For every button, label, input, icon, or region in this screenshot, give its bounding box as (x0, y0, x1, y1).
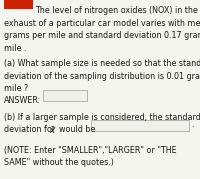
Text: mile ?: mile ? (4, 84, 28, 93)
Text: mile .: mile . (4, 44, 26, 53)
Text: $\bar{x}$: $\bar{x}$ (49, 125, 56, 136)
Text: (a) What sample size is needed so that the standard: (a) What sample size is needed so that t… (4, 59, 200, 68)
Text: SAME" without the quotes.): SAME" without the quotes.) (4, 158, 114, 167)
Text: .: . (191, 120, 194, 129)
Text: The level of nitrogen oxides (NOX) in the: The level of nitrogen oxides (NOX) in th… (35, 6, 198, 15)
Text: would be: would be (59, 125, 96, 134)
FancyBboxPatch shape (43, 90, 87, 101)
Text: deviation for: deviation for (4, 125, 55, 134)
FancyBboxPatch shape (91, 120, 189, 131)
Text: grams per mile and standard deviation 0.17 grams per: grams per mile and standard deviation 0.… (4, 31, 200, 40)
FancyBboxPatch shape (4, 0, 33, 9)
Text: ANSWER:: ANSWER: (4, 96, 41, 105)
Text: (b) If a larger sample is considered, the standard: (b) If a larger sample is considered, th… (4, 113, 200, 122)
Text: (NOTE: Enter "SMALLER","LARGER" or "THE: (NOTE: Enter "SMALLER","LARGER" or "THE (4, 146, 177, 155)
Text: deviation of the sampling distribution is 0.01 grams per: deviation of the sampling distribution i… (4, 72, 200, 81)
Text: exhaust of a particular car model varies with mean 0.7: exhaust of a particular car model varies… (4, 19, 200, 28)
